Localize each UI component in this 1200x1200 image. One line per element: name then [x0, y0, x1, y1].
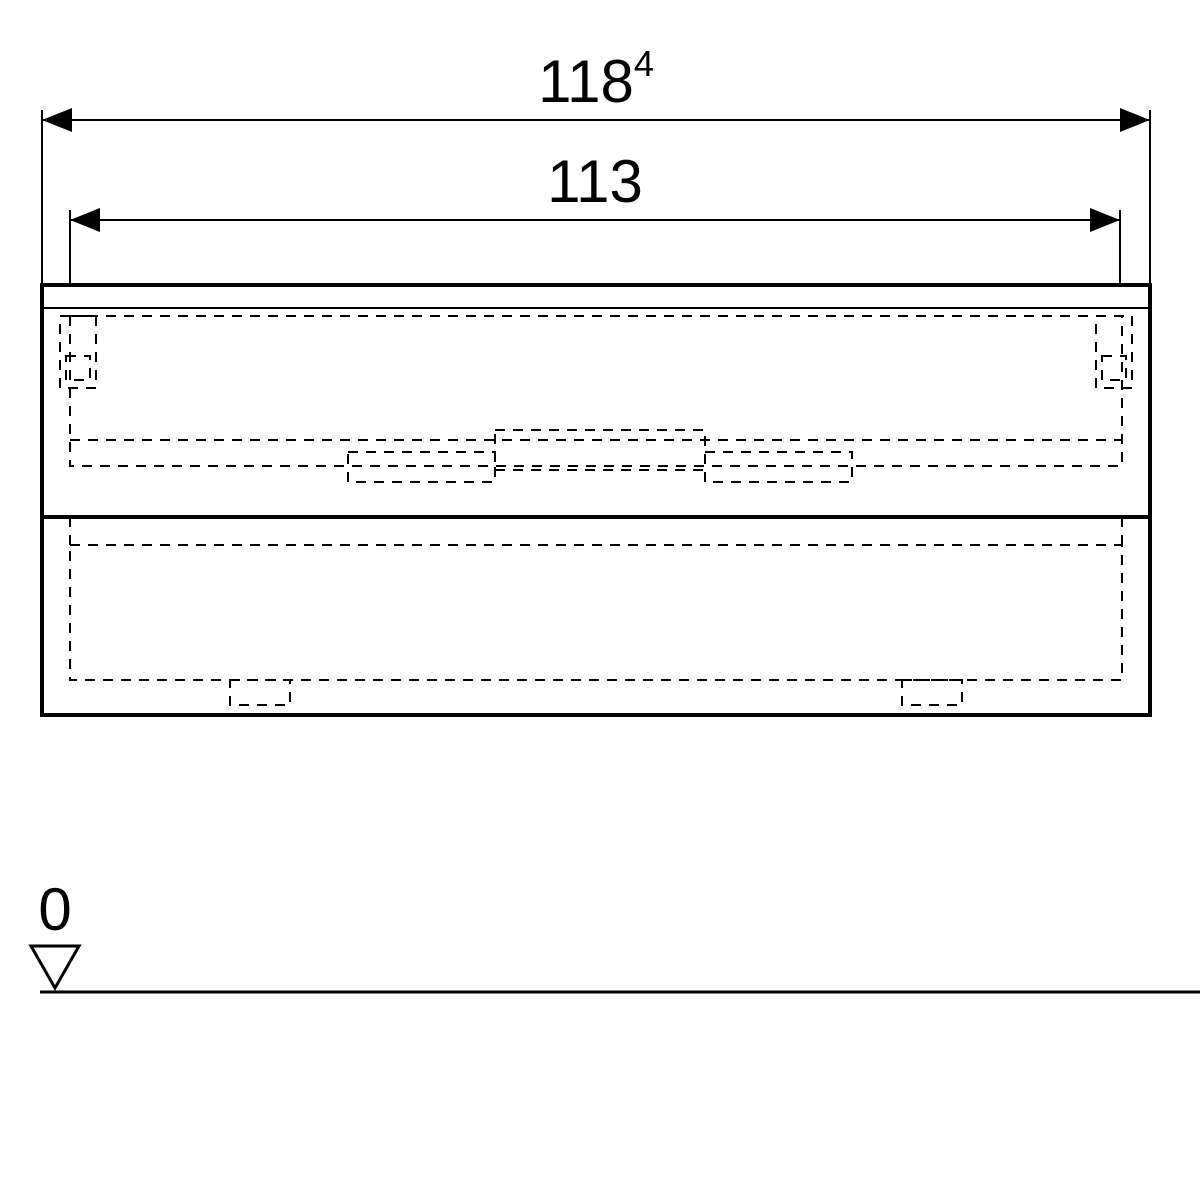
dimension-label: 113 [547, 148, 643, 215]
hidden-lines [60, 316, 1132, 705]
datum-triangle-icon [31, 946, 79, 988]
cabinet-front-view [41, 285, 1151, 715]
datum-zero-label: 0 [38, 876, 71, 943]
dimension-label: 1184 [538, 43, 654, 115]
technical-drawing: 1184 113 0 [0, 0, 1200, 1200]
